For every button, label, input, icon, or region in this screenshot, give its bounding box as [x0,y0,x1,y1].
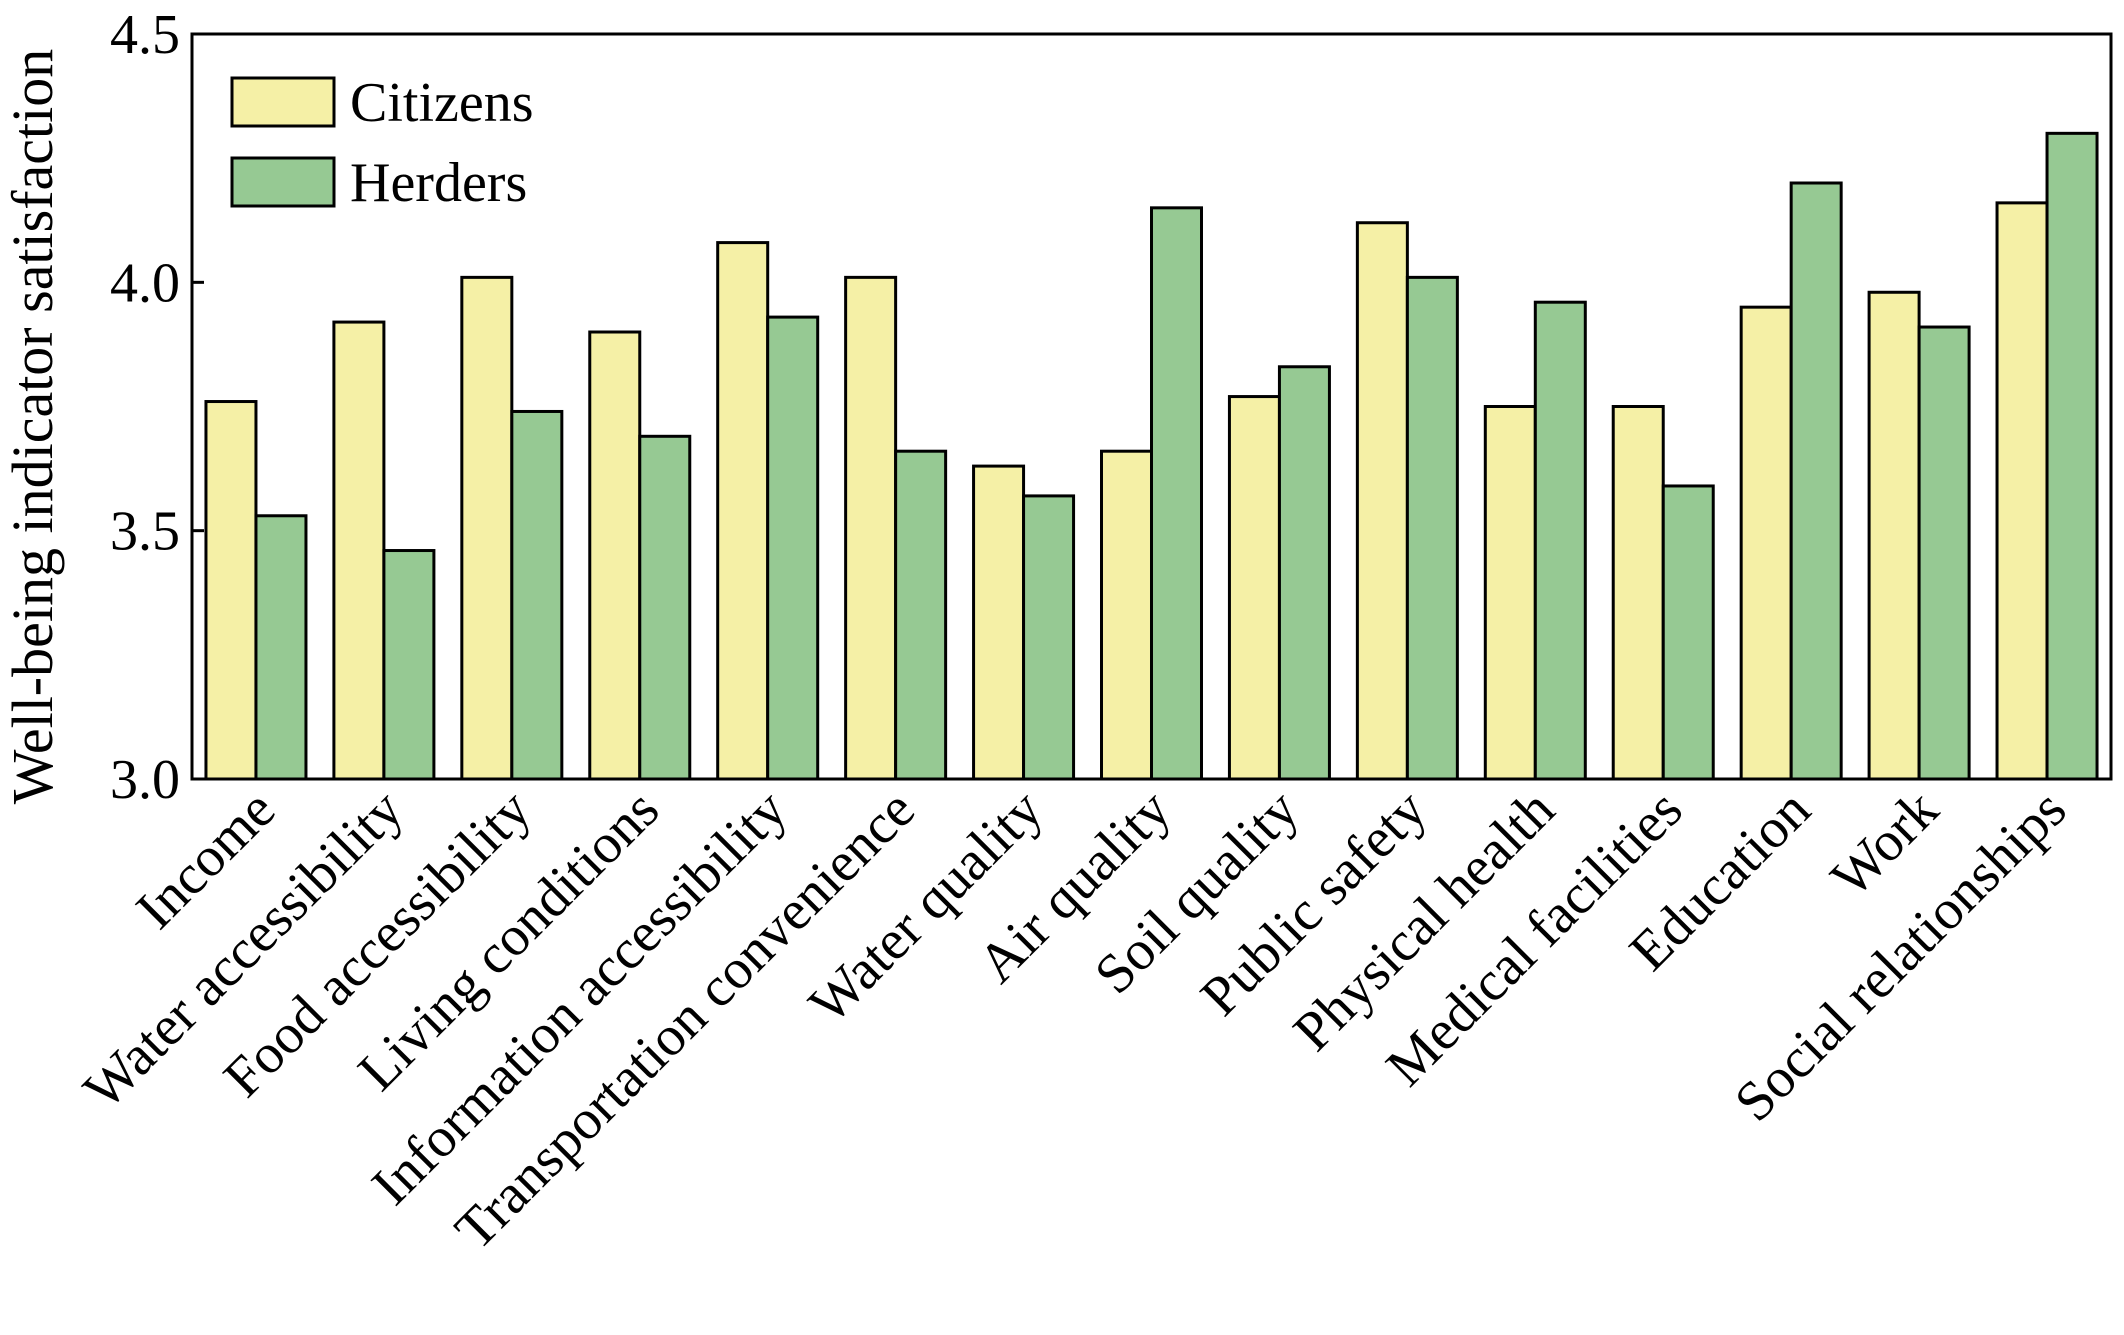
legend-label-herders: Herders [350,152,527,214]
plot-frame [190,32,2113,781]
y-tick-label-1: 3.5 [110,501,180,563]
legend-label-citizens: Citizens [350,72,534,134]
bar-citizens-13 [1867,290,1921,781]
bar-citizens-5 [844,275,898,781]
bar-herders-1 [382,549,436,781]
bar-herders-6 [1022,494,1076,781]
y-tick-label-0: 3.0 [110,749,180,811]
bar-citizens-1 [332,320,386,781]
bar-herders-14 [2045,131,2099,781]
bar-citizens-0 [204,400,258,781]
bar-herders-4 [766,315,820,781]
bar-herders-11 [1661,484,1715,781]
y-tick-label-3: 4.5 [110,4,180,66]
bar-herders-3 [638,434,692,781]
bar-citizens-10 [1483,405,1537,781]
bar-citizens-11 [1611,405,1665,781]
bar-citizens-7 [1100,449,1153,781]
bar-citizens-3 [588,330,642,781]
y-axis-title: Well-being indicator satisfaction [0,49,65,805]
y-tick-label-2: 4.0 [110,252,180,314]
bar-citizens-6 [972,464,1026,781]
bar-herders-0 [254,514,308,781]
bars-group [204,131,2099,781]
bar-herders-5 [894,449,948,781]
bar-citizens-9 [1355,221,1409,781]
bar-citizens-8 [1227,395,1281,781]
legend-swatch-herders [230,156,336,208]
bar-citizens-4 [716,241,770,781]
bar-herders-9 [1405,275,1459,781]
bar-herders-13 [1917,325,1971,781]
bar-herders-7 [1150,206,1203,781]
bar-citizens-2 [460,275,514,781]
bar-citizens-12 [1739,305,1793,781]
bar-herders-10 [1533,300,1587,781]
bar-herders-2 [510,409,564,781]
legend: Citizens Herders [230,72,534,214]
legend-swatch-citizens [230,76,336,128]
bar-herders-8 [1277,365,1331,781]
bar-herders-12 [1789,181,1843,781]
bar-citizens-14 [1995,201,2049,781]
y-axis: 3.0 3.5 4.0 4.5 [110,4,204,811]
